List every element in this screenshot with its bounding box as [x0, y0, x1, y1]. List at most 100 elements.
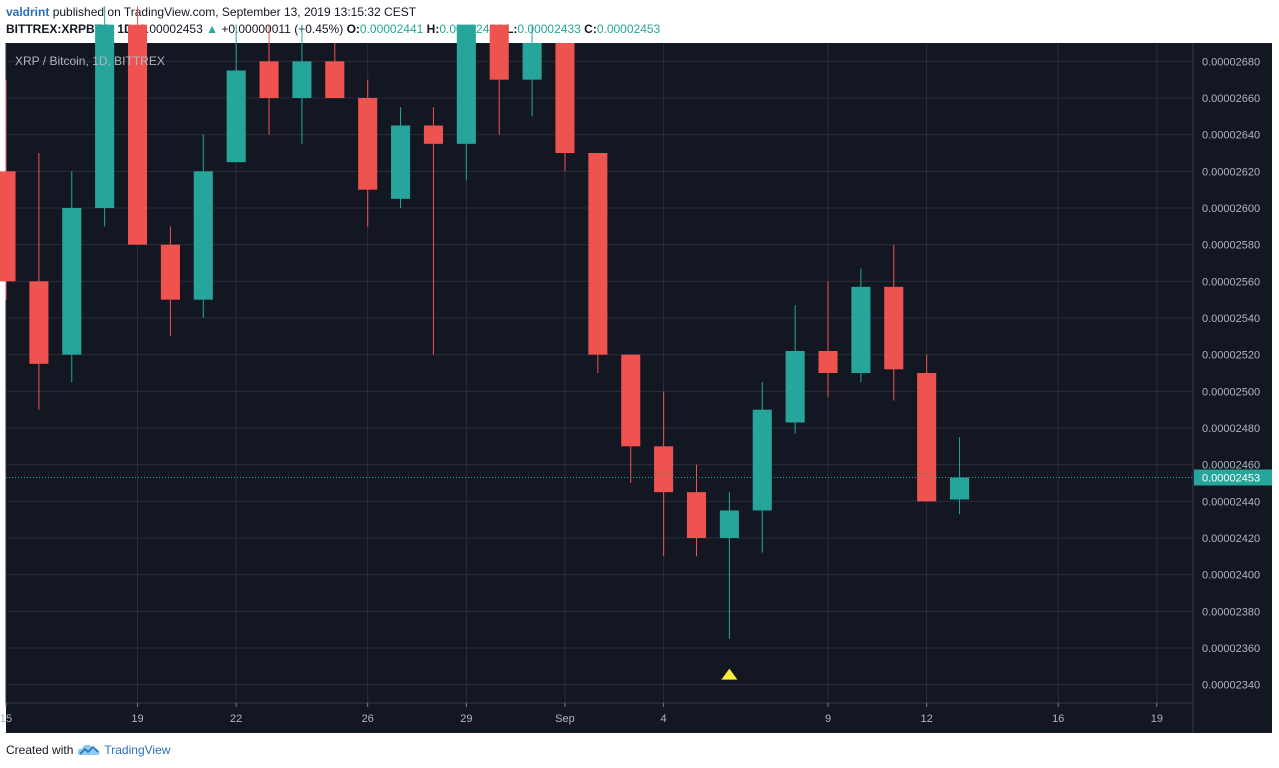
- candle-down: [325, 43, 345, 98]
- price-tick-label: 0.00002380: [1202, 606, 1260, 618]
- created-with-label: Created with: [6, 743, 74, 757]
- candle-up: [851, 268, 871, 383]
- price-tick-label: 0.00002480: [1202, 423, 1260, 435]
- low-label: L:: [506, 22, 518, 36]
- date-tick-label: 12: [921, 713, 933, 725]
- candle-body: [0, 171, 16, 282]
- candle-down: [884, 244, 904, 401]
- candle-body: [522, 43, 542, 80]
- published-text: published on TradingView.com, September …: [52, 5, 417, 19]
- candles: [0, 6, 970, 639]
- date-tick-label: 4: [661, 713, 667, 725]
- candle-up: [391, 107, 411, 208]
- last-price-label: 0.00002453: [1202, 473, 1260, 485]
- candle-down: [160, 226, 180, 337]
- date-tick-label: Sep: [555, 713, 575, 725]
- publish-info: valdrint published on TradingView.com, S…: [6, 5, 416, 19]
- price-change: +0.00000011 (+0.45%): [221, 22, 344, 36]
- candle-body: [555, 43, 575, 153]
- price-tick-label: 0.00002420: [1202, 533, 1260, 545]
- candle-body: [160, 244, 180, 300]
- close-label: C:: [584, 22, 597, 36]
- price-tick-label: 0.00002460: [1202, 460, 1260, 472]
- candle-up: [456, 24, 476, 181]
- price-tick-label: 0.00002580: [1202, 240, 1260, 252]
- candle-down: [621, 354, 641, 483]
- candle-up: [785, 305, 805, 434]
- candle-up: [193, 134, 213, 318]
- price-tick-label: 0.00002680: [1202, 56, 1260, 68]
- candle-down: [423, 107, 443, 355]
- candle-body: [950, 477, 970, 500]
- date-tick-label: 15: [0, 713, 12, 725]
- candle-down: [686, 464, 707, 557]
- candle-body: [259, 61, 279, 98]
- last-price-label-bg: [1194, 469, 1272, 486]
- open-value: 0.00002441: [359, 22, 424, 36]
- tradingview-cloud-icon: [78, 744, 100, 755]
- date-tick-label: 16: [1052, 713, 1064, 725]
- candle-body: [391, 125, 411, 199]
- candle-down: [588, 153, 608, 373]
- date-tick-label: 19: [1151, 713, 1163, 725]
- candle-down: [489, 24, 509, 135]
- candle-down: [654, 391, 674, 557]
- footer: Created with TradingView: [6, 742, 170, 758]
- candle-body: [325, 61, 345, 98]
- price-tick-label: 0.00002360: [1202, 643, 1260, 655]
- candle-up: [522, 24, 542, 117]
- date-tick-label: 26: [362, 713, 374, 725]
- candle-body: [456, 24, 476, 144]
- candle-up: [292, 24, 312, 144]
- tradingview-brand-link[interactable]: TradingView: [104, 743, 171, 757]
- candle-down: [127, 6, 148, 245]
- candle-up: [62, 171, 82, 383]
- candle-body: [95, 24, 115, 208]
- candle-down: [358, 79, 378, 227]
- author-name[interactable]: valdrint: [6, 5, 50, 19]
- candle-up: [752, 382, 772, 553]
- candle-body: [851, 286, 871, 373]
- price-tick-label: 0.00002540: [1202, 313, 1260, 325]
- candle-body: [719, 510, 739, 538]
- candle-down: [29, 153, 49, 410]
- axes: 0.00002340 0.00002360 0.00002380 0.00002400…: [0, 43, 1272, 733]
- price-tick-label: 0.00002440: [1202, 496, 1260, 508]
- candle-body: [193, 171, 213, 300]
- close-value: 0.00002453: [596, 22, 661, 36]
- price-tick-label: 0.00002660: [1202, 93, 1260, 105]
- candle-body: [127, 24, 148, 245]
- candle-down: [917, 354, 937, 502]
- high-label: H:: [426, 22, 440, 36]
- low-value: 0.00002433: [517, 22, 581, 36]
- price-tick-label: 0.00002520: [1202, 350, 1260, 362]
- candle-body: [917, 373, 937, 502]
- candle-body: [588, 153, 608, 355]
- candle-down: [259, 24, 279, 135]
- candle-body: [292, 61, 312, 98]
- price-tick-label: 0.00002600: [1202, 203, 1260, 215]
- candle-body: [621, 354, 641, 447]
- candle-body: [785, 351, 805, 423]
- date-tick-label: 9: [825, 713, 831, 725]
- candle-body: [654, 446, 674, 493]
- last-price: 0.00002453: [139, 22, 203, 36]
- change-up-arrow-icon: ▲: [206, 22, 218, 36]
- candle-body: [489, 24, 509, 80]
- price-tick-label: 0.00002400: [1202, 570, 1260, 582]
- markers: [6, 477, 1193, 680]
- candle-body: [884, 286, 904, 370]
- candle-down: [0, 79, 16, 300]
- price-tick-label: 0.00002560: [1202, 276, 1260, 288]
- candle-up: [950, 437, 970, 515]
- candle-down: [555, 43, 575, 172]
- date-tick-label: 22: [230, 713, 242, 725]
- candle-body: [818, 351, 838, 373]
- price-tick-label: 0.00002620: [1202, 166, 1260, 178]
- candle-body: [29, 281, 49, 364]
- candle-body: [62, 208, 82, 355]
- candle-body: [423, 125, 443, 144]
- chart-title: XRP / Bitcoin, 1D, BITTREX: [15, 54, 165, 68]
- date-tick-label: 29: [460, 713, 472, 725]
